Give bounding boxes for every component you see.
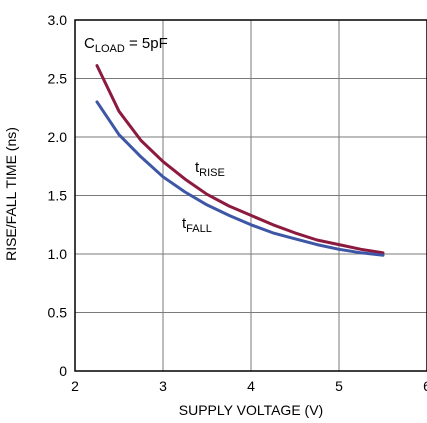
y-tick-label: 2.0 — [48, 129, 68, 145]
x-tick-labels: 2 3 4 5 6 — [71, 378, 427, 394]
series-label-fall-main: t — [182, 215, 187, 232]
y-tick-label: 1.5 — [48, 188, 68, 204]
y-tick-labels: 0 0.5 1.0 1.5 2.0 2.5 3.0 — [48, 12, 68, 379]
y-tick-label: 2.5 — [48, 71, 68, 87]
annotation-suffix: = 5pF — [125, 35, 168, 52]
series-label-rise-sub: RISE — [199, 167, 225, 179]
y-tick-label: 0.5 — [48, 305, 68, 321]
series-line-fall — [95, 100, 385, 257]
series-label-rise: tRISE — [195, 159, 225, 179]
load-capacitance-annotation: CLOAD = 5pF — [84, 35, 168, 55]
y-tick-label: 3.0 — [48, 12, 68, 28]
x-tick-label: 5 — [335, 378, 343, 394]
series-lines — [95, 64, 385, 257]
x-tick-label: 4 — [247, 378, 255, 394]
series-line-rise — [95, 64, 385, 255]
y-tick-label: 1.0 — [48, 246, 68, 262]
series-label-fall-sub: FALL — [186, 223, 212, 235]
series-label-fall: tFALL — [182, 215, 212, 235]
x-tick-label: 3 — [159, 378, 167, 394]
x-tick-label: 6 — [423, 378, 427, 394]
y-tick-label: 0 — [59, 363, 67, 379]
y-axis-label: RISE/FALL TIME (ns) — [3, 127, 19, 261]
annotation-sub: LOAD — [95, 43, 125, 55]
grid — [74, 19, 427, 372]
series-label-rise-main: t — [195, 159, 200, 176]
annotation-main: C — [84, 35, 95, 52]
plot-frame — [74, 19, 427, 372]
x-axis-label: SUPPLY VOLTAGE (V) — [179, 402, 323, 418]
x-tick-label: 2 — [71, 378, 79, 394]
